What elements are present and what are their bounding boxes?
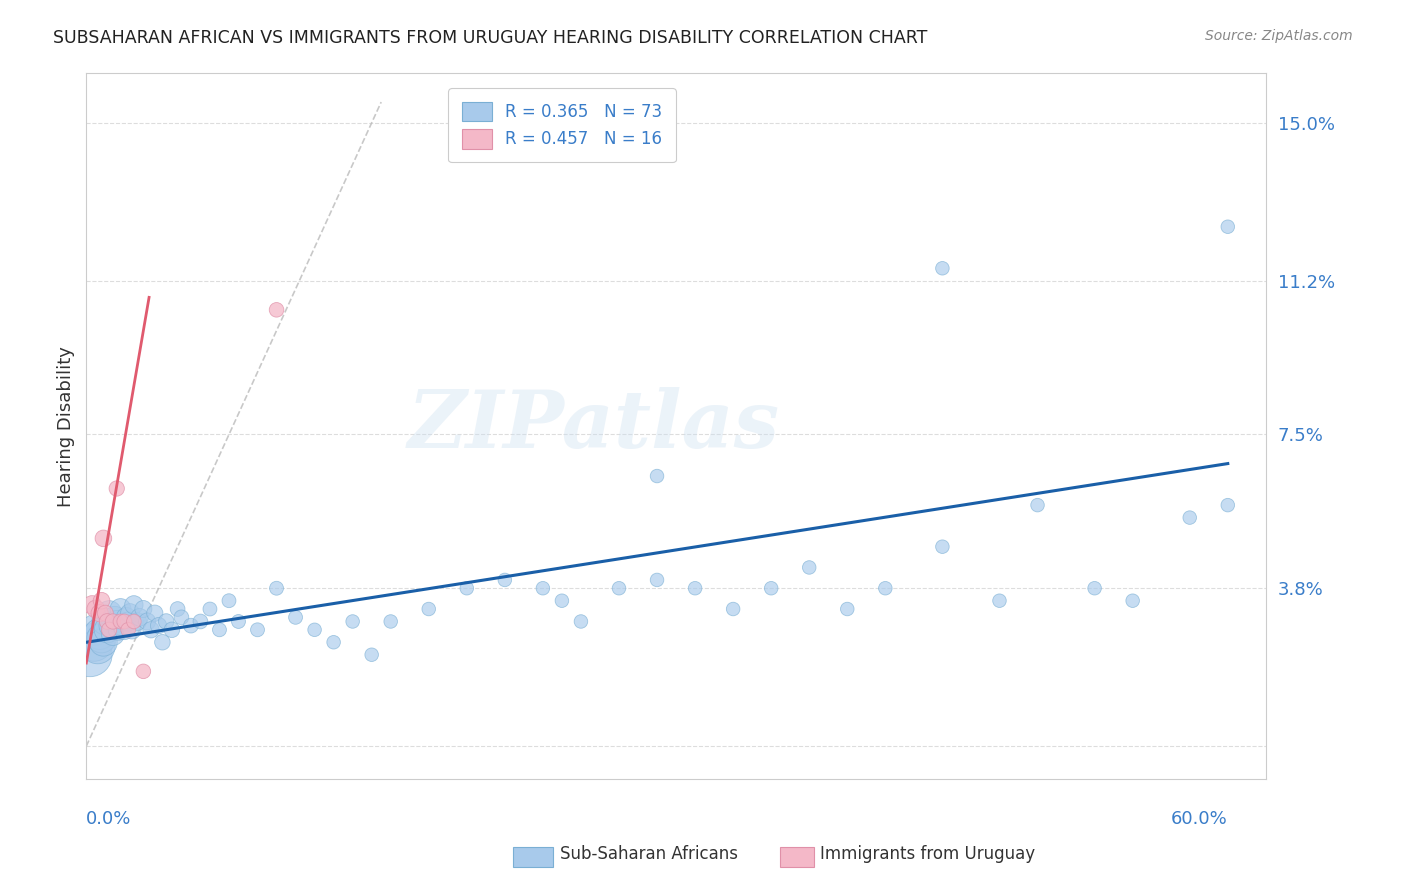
Point — [101, 627, 124, 641]
Point — [121, 623, 143, 637]
Point — [875, 581, 897, 595]
Point — [148, 618, 170, 632]
Point — [166, 602, 188, 616]
Point — [266, 581, 288, 595]
Point — [86, 640, 108, 654]
Point — [132, 665, 155, 679]
Point — [607, 581, 630, 595]
Point — [1084, 581, 1107, 595]
Point — [721, 602, 744, 616]
Point — [988, 593, 1011, 607]
Point — [645, 573, 668, 587]
Point — [418, 602, 440, 616]
Point — [122, 598, 145, 612]
Point — [208, 623, 231, 637]
Text: Source: ZipAtlas.com: Source: ZipAtlas.com — [1205, 29, 1353, 43]
Point — [83, 635, 105, 649]
Point — [100, 618, 122, 632]
Point — [266, 302, 288, 317]
Point — [139, 623, 162, 637]
Point — [94, 615, 117, 629]
Point — [110, 602, 132, 616]
Point — [101, 615, 124, 629]
Point — [122, 615, 145, 629]
Point — [645, 469, 668, 483]
Point — [143, 606, 166, 620]
Point — [98, 606, 121, 620]
Y-axis label: Hearing Disability: Hearing Disability — [58, 346, 75, 507]
Point — [190, 615, 212, 629]
Point — [380, 615, 402, 629]
Point — [1122, 593, 1144, 607]
Point — [110, 615, 132, 629]
Text: SUBSAHARAN AFRICAN VS IMMIGRANTS FROM URUGUAY HEARING DISABILITY CORRELATION CHA: SUBSAHARAN AFRICAN VS IMMIGRANTS FROM UR… — [53, 29, 928, 46]
Point — [115, 610, 138, 624]
Point — [759, 581, 782, 595]
Point — [551, 593, 574, 607]
Point — [93, 635, 115, 649]
Text: Immigrants from Uruguay: Immigrants from Uruguay — [820, 845, 1035, 863]
Point — [494, 573, 516, 587]
Point — [117, 615, 139, 629]
Point — [93, 532, 115, 546]
Point — [218, 593, 240, 607]
Point — [931, 540, 953, 554]
Point — [104, 610, 127, 624]
Point — [1178, 510, 1201, 524]
Point — [80, 598, 103, 612]
Point — [107, 623, 129, 637]
Point — [89, 606, 111, 620]
Point — [683, 581, 706, 595]
Point — [837, 602, 859, 616]
Text: 0.0%: 0.0% — [86, 810, 132, 828]
Point — [112, 623, 135, 637]
Point — [84, 623, 107, 637]
Point — [198, 602, 221, 616]
Point — [105, 482, 128, 496]
Point — [112, 615, 135, 629]
Point — [1026, 498, 1049, 512]
Point — [342, 615, 364, 629]
Point — [304, 623, 326, 637]
Point — [931, 261, 953, 276]
Point — [132, 602, 155, 616]
Point — [246, 623, 269, 637]
Point — [84, 602, 107, 616]
Legend: R = 0.365   N = 73, R = 0.457   N = 16: R = 0.365 N = 73, R = 0.457 N = 16 — [449, 88, 676, 161]
Point — [799, 560, 821, 574]
Point — [96, 623, 118, 637]
Point — [1216, 219, 1239, 234]
Point — [111, 618, 134, 632]
Point — [155, 615, 177, 629]
Point — [1216, 498, 1239, 512]
Point — [89, 627, 111, 641]
Point — [284, 610, 307, 624]
Point — [94, 606, 117, 620]
Point — [117, 623, 139, 637]
Point — [569, 615, 592, 629]
Point — [531, 581, 554, 595]
Point — [90, 631, 112, 645]
Point — [98, 623, 121, 637]
Point — [150, 635, 173, 649]
Point — [128, 610, 150, 624]
Point — [136, 615, 159, 629]
Point — [360, 648, 382, 662]
Text: ZIPatlas: ZIPatlas — [408, 387, 779, 465]
Point — [170, 610, 193, 624]
Point — [180, 618, 202, 632]
Point — [79, 648, 101, 662]
Point — [90, 593, 112, 607]
Point — [456, 581, 478, 595]
Point — [96, 615, 118, 629]
Point — [105, 615, 128, 629]
Text: 60.0%: 60.0% — [1171, 810, 1227, 828]
Point — [127, 615, 149, 629]
Text: Sub-Saharan Africans: Sub-Saharan Africans — [560, 845, 738, 863]
Point — [160, 623, 183, 637]
Point — [118, 606, 141, 620]
Point — [228, 615, 250, 629]
Point — [322, 635, 344, 649]
